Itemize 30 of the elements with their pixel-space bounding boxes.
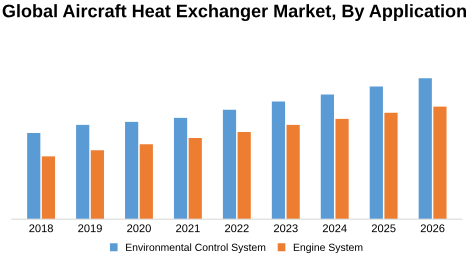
chart-title: Global Aircraft Heat Exchanger Market, By Application [2,4,466,22]
bar [125,122,138,220]
bar [418,78,432,220]
legend-label: Engine System [294,243,362,254]
bar [320,94,334,220]
bar [27,132,40,220]
bar [370,86,383,220]
bar [140,144,153,220]
bar [384,112,398,220]
x-tick-label: 2020 [127,224,151,232]
x-tick-label: 2024 [322,224,347,232]
bar [238,132,251,220]
bar [433,106,447,220]
bar [286,124,300,220]
x-tick-label: 2023 [274,224,298,232]
bar [335,118,349,220]
bar [90,150,104,220]
bar [76,124,90,220]
legend-label: Environmental Control System [126,243,266,254]
x-tick-label: 2022 [225,224,249,232]
bar [174,118,188,220]
x-tick-label: 2019 [78,224,102,232]
bar [272,102,286,220]
x-tick-label: 2018 [29,224,53,232]
x-tick-label: 2026 [420,224,444,232]
bar [222,110,236,220]
bar [188,138,202,220]
bar [42,156,56,220]
x-tick-label: 2025 [372,224,396,232]
x-tick-label: 2021 [176,224,200,232]
